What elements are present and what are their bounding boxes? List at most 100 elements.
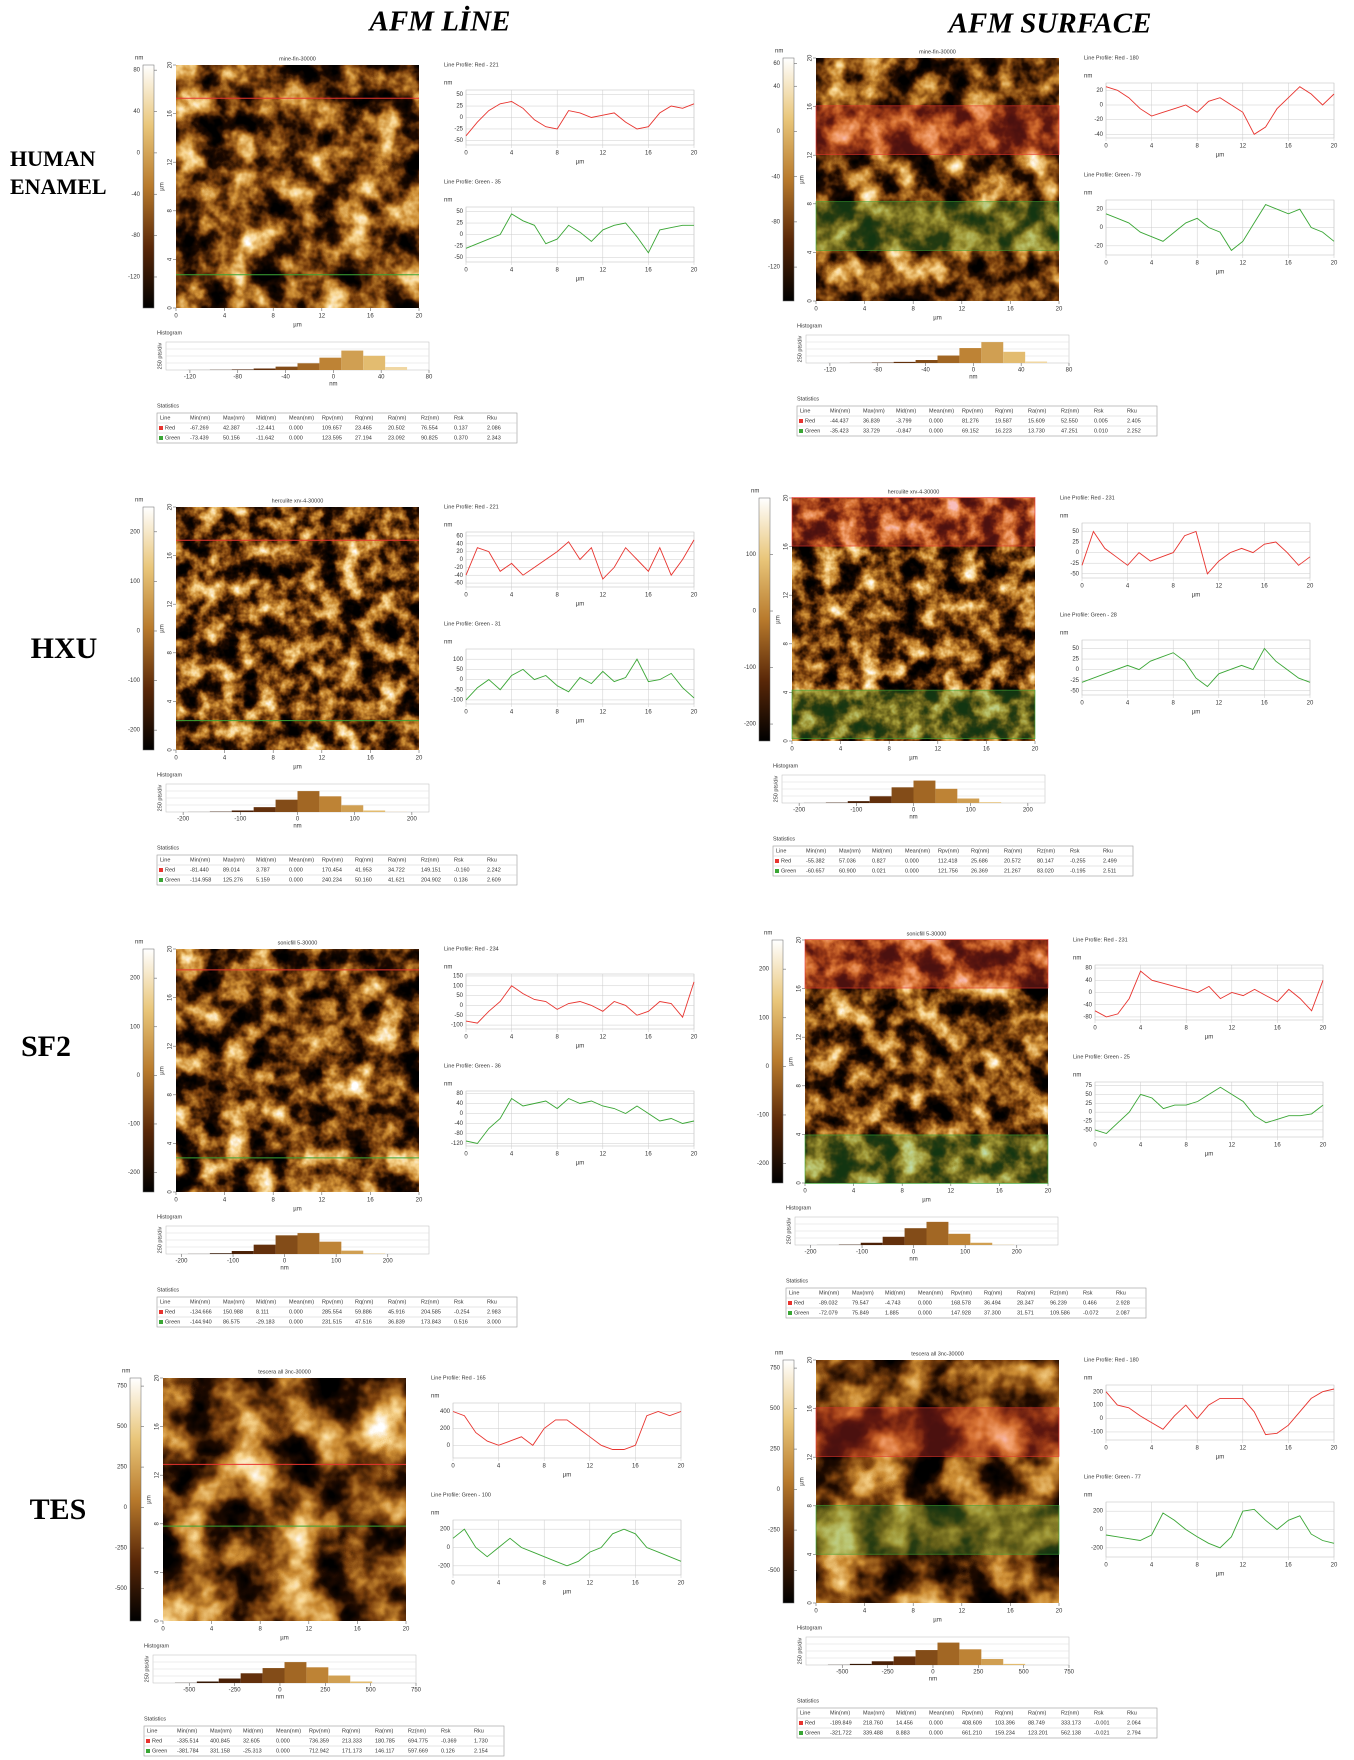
image-x-tick-label: 20: [416, 314, 423, 320]
histogram-tick-label: 100: [350, 817, 361, 823]
table-cell: 25.686: [971, 858, 988, 864]
profile-x-tick-label: 0: [1093, 1143, 1097, 1149]
profile-unit: nm: [1073, 956, 1081, 962]
profile-x-tick-label: 16: [645, 1035, 652, 1041]
table-cell: Green: [165, 1319, 180, 1325]
profile-x-tick-label: 4: [510, 710, 514, 716]
histogram-tick-label: 0: [931, 1670, 935, 1676]
table-frame: [796, 1707, 1158, 1739]
colorbar-tick-label: 250: [117, 1465, 128, 1471]
profile-x-tick-label: 20: [691, 268, 698, 274]
profile-x-tick-label: 4: [1150, 1446, 1154, 1452]
table-header: Mid(nm): [896, 1710, 916, 1716]
colorbar-tick-label: -250: [768, 1528, 781, 1534]
colorbar-tick-label: 60: [773, 61, 780, 67]
table-cell: -81.440: [190, 867, 209, 873]
colorbar: [782, 57, 795, 302]
profile-y-tick-label: 0: [1100, 1416, 1104, 1422]
table-cell: 1.730: [474, 1738, 488, 1744]
table-header: Rz(nm): [1037, 848, 1055, 854]
profile-unit: nm: [1060, 514, 1068, 520]
profile-x-unit: µm: [1216, 1455, 1224, 1461]
image-y-tick-label: 8: [168, 208, 174, 212]
table-header: Rsk: [454, 1299, 464, 1305]
profile-x-tick-label: 20: [1331, 1563, 1338, 1569]
profile-y-tick-label: -25: [1083, 1119, 1092, 1125]
table-header: Max(nm): [223, 415, 245, 421]
image-y-tick-label: 12: [784, 591, 790, 598]
table-cell: 2.252: [1127, 428, 1141, 434]
colorbar-unit: nm: [135, 498, 143, 504]
table-cell: Green: [165, 877, 180, 883]
histogram-bar: [341, 1250, 364, 1254]
statistics-title: Statistics: [786, 1278, 808, 1284]
profile-title: Line Profile: Red - 221: [444, 62, 499, 68]
table-cell: 3.000: [487, 1319, 501, 1325]
image-x-tick-label: 0: [814, 1609, 818, 1615]
table-cell: 2.794: [1127, 1730, 1141, 1736]
table-cell: 2.087: [1116, 1310, 1130, 1316]
profile-y-tick-label: 80: [456, 1091, 463, 1097]
table-cell: 50.156: [223, 435, 240, 441]
table-header: Rpv(nm): [962, 408, 983, 414]
profile-unit: nm: [431, 1394, 439, 1400]
table-cell: 31.571: [1017, 1310, 1034, 1316]
profile-x-tick-label: 12: [1239, 144, 1246, 150]
image-y-tick-label: 4: [784, 690, 790, 694]
image-x-tick-label: 8: [912, 307, 916, 313]
table-cell: 218.760: [863, 1720, 883, 1726]
profile-line: [465, 539, 695, 580]
profile-x-tick-label: 0: [464, 151, 468, 157]
profile-x-tick-label: 8: [1172, 584, 1176, 590]
image-x-tick-label: 20: [1056, 1609, 1063, 1615]
table-cell: 170.454: [322, 867, 342, 873]
profile-x-tick-label: 8: [556, 1152, 560, 1158]
image-title: sonicfill 5-30000: [907, 931, 947, 937]
histogram-unit: 250 pts/div: [157, 342, 163, 369]
image-y-tick-label: 20: [168, 61, 174, 68]
profile-y-tick-label: 0: [460, 232, 464, 238]
table-cell: 0.137: [454, 425, 468, 431]
histogram-title: Histogram: [157, 330, 182, 336]
profile-x-tick-label: 16: [1285, 144, 1292, 150]
histogram-tick-label: 0: [283, 1259, 287, 1265]
profile-x-tick-label: 16: [645, 1152, 652, 1158]
image-y-tick-label: 0: [168, 748, 174, 752]
histogram-x-unit: nm: [293, 824, 301, 830]
table-header: Rz(nm): [421, 1299, 439, 1305]
table-cell: 694.775: [408, 1738, 428, 1744]
histogram-tick-label: 0: [912, 808, 916, 814]
table-cell: -12.441: [256, 425, 275, 431]
profile-x-tick-label: 0: [451, 1581, 455, 1587]
image-x-tick-label: 0: [174, 1198, 178, 1204]
image-x-tick-label: 12: [318, 314, 325, 320]
colorbar-tick-label: 80: [133, 68, 140, 74]
profile-x-unit: µm: [563, 1590, 571, 1596]
profile-y-tick-label: -40: [454, 1121, 463, 1127]
profile-y-tick-label: 50: [1072, 529, 1079, 535]
image-y-tick-label: 8: [808, 201, 814, 205]
histogram-tick-label: -500: [836, 1670, 849, 1676]
table-cell: -0.254: [454, 1309, 470, 1315]
colorbar: [142, 948, 155, 1193]
profile-x-tick-label: 20: [1331, 261, 1338, 267]
profile-line: [452, 1411, 682, 1450]
table-header: Mid(nm): [243, 1728, 263, 1734]
histogram-tick-label: 100: [960, 1250, 971, 1256]
table-header: Rq(nm): [995, 1710, 1014, 1716]
row-label: SF2: [21, 1030, 71, 1063]
profile-y-tick-label: -20: [1094, 117, 1103, 123]
profile-line: [465, 658, 695, 701]
image-y-tick-label: 20: [784, 494, 790, 501]
table-cell: 0.000: [918, 1310, 932, 1316]
histogram-title: Histogram: [157, 772, 182, 778]
afm-image: [176, 65, 419, 308]
table-cell: 0.021: [872, 868, 886, 874]
table-header: Mean(nm): [929, 408, 954, 414]
image-x-tick-label: 0: [790, 747, 794, 753]
table-header: Rku: [487, 857, 497, 863]
table-cell: 331.158: [210, 1748, 230, 1754]
colorbar-tick-label: 100: [746, 552, 757, 558]
profile-y-tick-label: -200: [1091, 1545, 1104, 1551]
